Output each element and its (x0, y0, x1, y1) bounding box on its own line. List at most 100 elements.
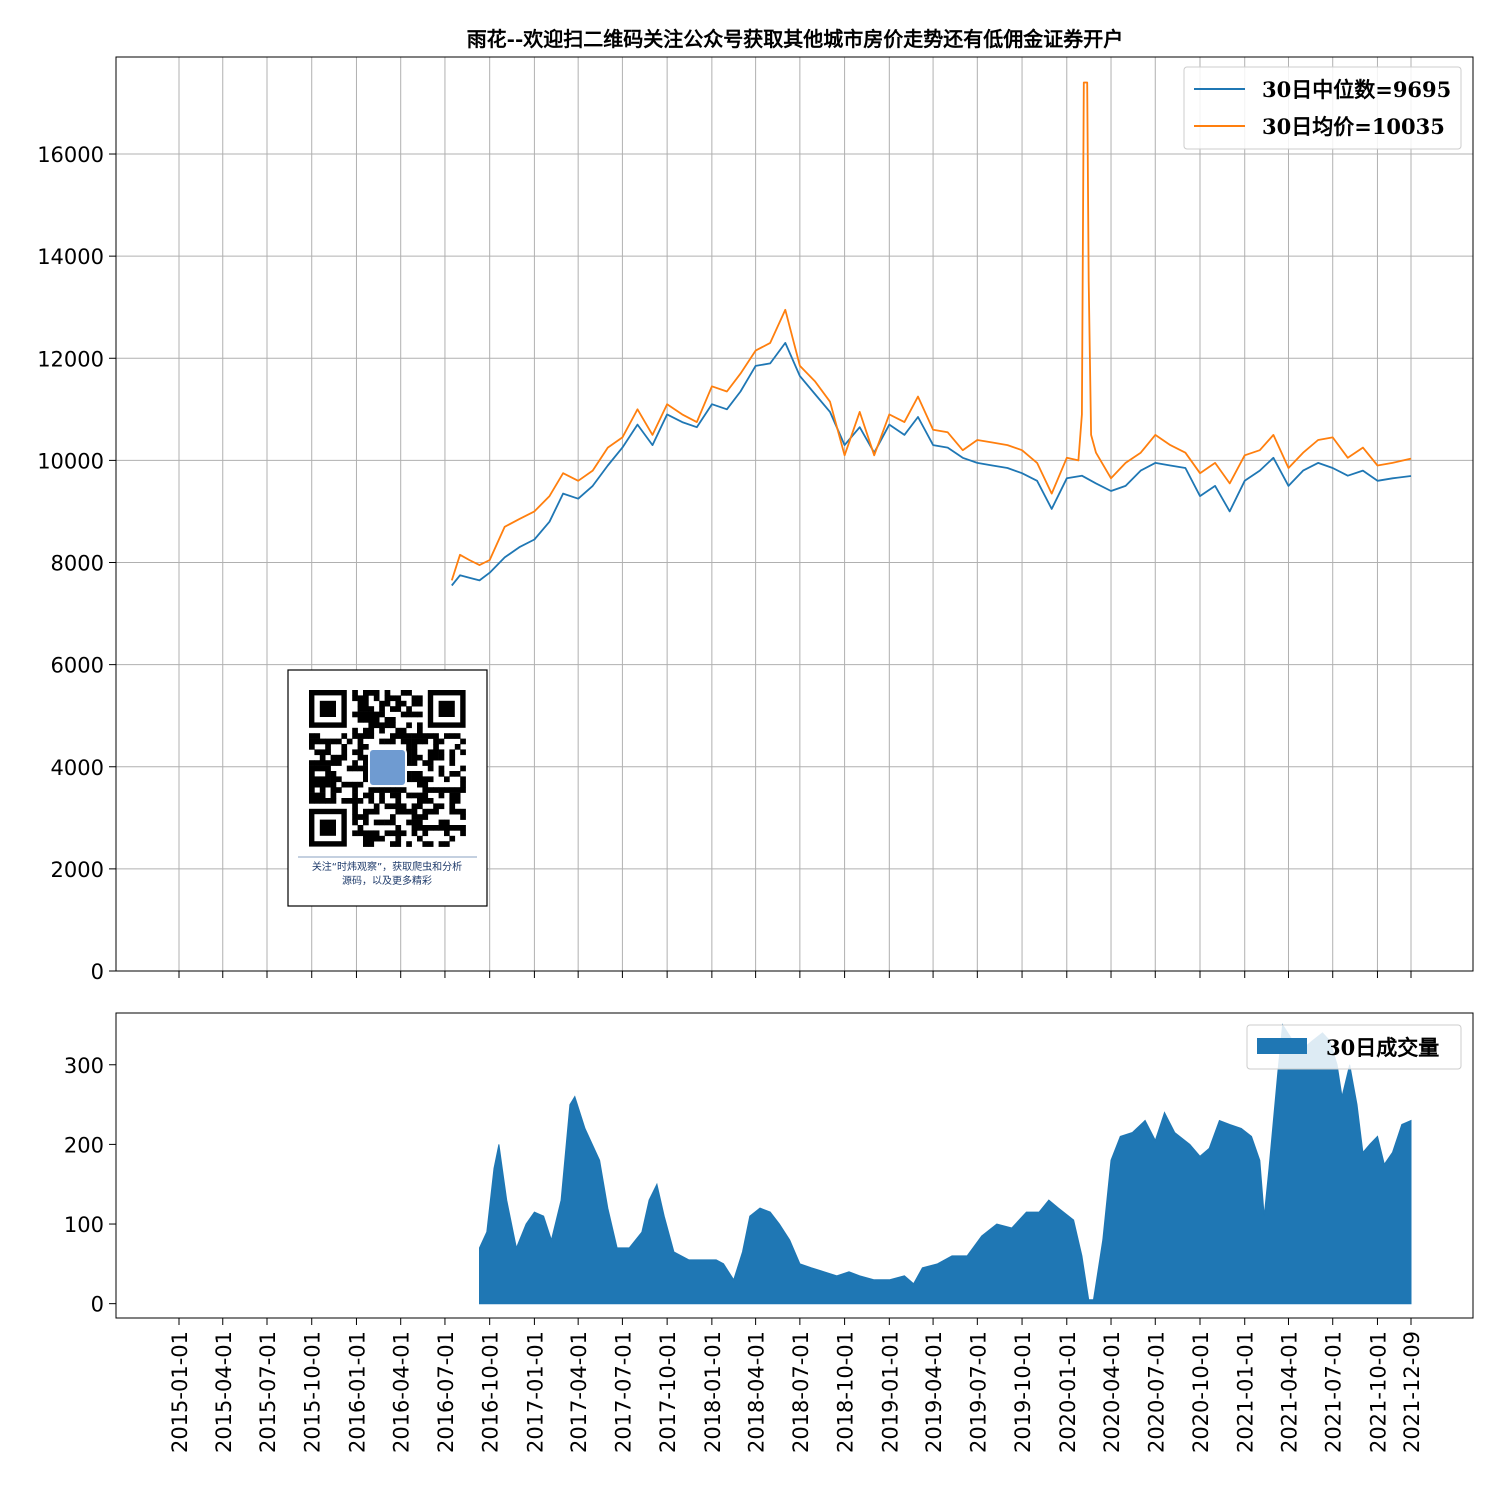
qr-module (433, 744, 439, 750)
qr-module (341, 798, 348, 804)
qr-module (390, 695, 396, 702)
qr-module (373, 722, 380, 729)
qr-module (427, 749, 434, 756)
qr-module (417, 771, 423, 777)
qr-module (433, 825, 439, 831)
x-tick-label: 2016-01-01 (345, 1331, 369, 1453)
qr-module (454, 808, 461, 815)
qr-module (438, 754, 445, 761)
qr-module (411, 700, 418, 707)
x-tick-label: 2018-07-01 (789, 1331, 813, 1453)
qr-module (390, 787, 396, 793)
qr-module (460, 808, 466, 815)
qr-module (438, 738, 445, 745)
qr-module (319, 738, 326, 745)
qr-module (438, 803, 445, 810)
y-tick-label: 300 (64, 1054, 104, 1078)
qr-module (449, 792, 456, 799)
qr-module (309, 792, 315, 799)
qr-module (368, 830, 375, 837)
qr-module (395, 792, 402, 799)
qr-module (379, 798, 385, 804)
x-tick-label: 2021-10-01 (1366, 1331, 1390, 1453)
qr-module (454, 792, 461, 799)
qr-module (417, 819, 423, 826)
qr-module (363, 690, 369, 696)
qr-module (319, 781, 326, 788)
y-tick-label: 0 (91, 960, 104, 984)
qr-module (319, 792, 326, 799)
qr-module (363, 695, 369, 702)
qr-module (406, 819, 412, 826)
qr-module (357, 825, 364, 831)
qr-module (368, 706, 375, 712)
qr-module (395, 695, 402, 702)
qr-module (411, 733, 418, 739)
qr-module (400, 738, 407, 745)
qr-module (384, 717, 391, 723)
qr-module (357, 706, 364, 712)
qr-module (357, 814, 364, 820)
qr-module (438, 819, 445, 826)
x-tick-label: 2021-01-01 (1234, 1331, 1258, 1453)
qr-module (373, 830, 380, 837)
qr-module (336, 738, 342, 745)
bottom-panel-y-ticks: 0 100 200 300 (64, 1054, 116, 1317)
x-tick-label: 2018-10-01 (834, 1331, 858, 1453)
qr-module (449, 808, 456, 815)
bottom-panel-x-ticks: 2015-01-01 2015-04-01 2015-07-01 2015-10-01… (168, 1318, 1424, 1453)
qr-module (427, 754, 434, 761)
qr-module (357, 765, 364, 772)
top-panel-x-tick-marks (178, 971, 1412, 978)
qr-module (411, 695, 418, 702)
qr-module (427, 776, 434, 783)
qr-module (384, 803, 391, 810)
qr-module (411, 749, 418, 756)
qr-module (368, 717, 375, 723)
qr-module (352, 765, 358, 772)
qr-module (449, 787, 456, 793)
qr-module (406, 792, 412, 799)
qr-module (330, 776, 337, 783)
qr-module (368, 787, 375, 793)
qr-module (417, 825, 423, 831)
legend-mean-label: 30日均价=10035 (1262, 114, 1445, 139)
chart-title: 雨花--欢迎扫二维码关注公众号获取其他城市房价走势还有低佣金证券开户 (467, 27, 1124, 51)
qr-module (400, 727, 407, 734)
qr-module (438, 792, 445, 799)
qr-module (390, 717, 396, 723)
qr-module (411, 808, 418, 815)
qr-module (438, 771, 445, 777)
qr-module (384, 738, 391, 745)
qr-module (406, 711, 412, 718)
top-panel-series (450, 81, 1412, 587)
qr-module (357, 744, 364, 750)
qr-code-widget[interactable]: 关注“时炜观察”，获取爬虫和分析 源码，以及更多精彩 (287, 669, 488, 907)
qr-module (417, 695, 423, 702)
x-tick-label: 2020-10-01 (1189, 1331, 1213, 1453)
legend-volume-label: 30日成交量 (1326, 1035, 1439, 1060)
qr-module (319, 798, 326, 804)
qr-module (368, 711, 375, 718)
qr-module (427, 733, 434, 739)
qr-module (406, 744, 412, 750)
qr-module (309, 760, 315, 766)
qr-module (427, 841, 434, 847)
qr-module (438, 787, 445, 793)
qr-module (309, 765, 315, 772)
qr-module (357, 749, 364, 756)
qr-module (427, 798, 434, 804)
qr-module (411, 711, 418, 718)
qr-module (411, 792, 418, 799)
qr-module (325, 744, 331, 750)
qr-module (341, 781, 348, 788)
qr-module (352, 695, 358, 702)
qr-module (454, 744, 461, 750)
x-tick-label: 2020-07-01 (1144, 1331, 1168, 1453)
qr-module (341, 744, 348, 750)
qr-module (390, 814, 396, 820)
qr-module (357, 738, 364, 745)
qr-module (352, 803, 358, 810)
qr-module (390, 706, 396, 712)
qr-module (406, 760, 412, 766)
